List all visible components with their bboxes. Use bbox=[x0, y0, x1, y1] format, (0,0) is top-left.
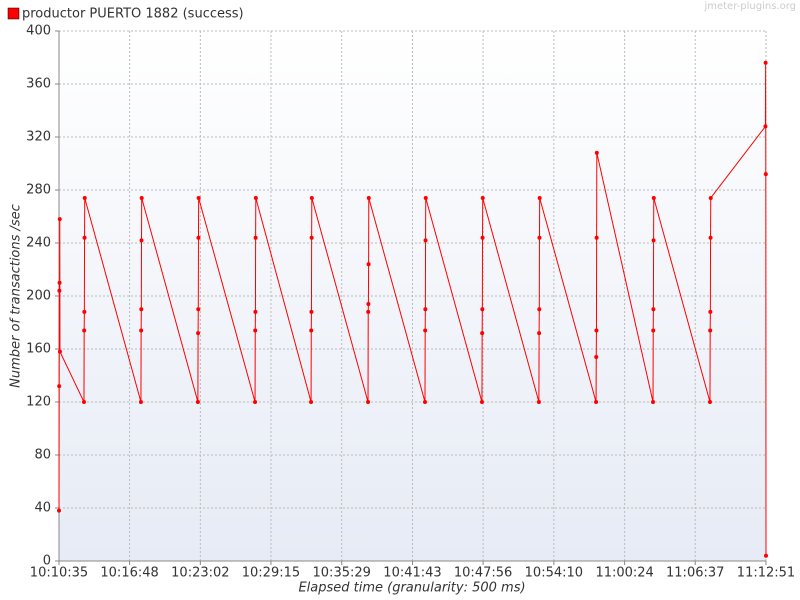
data-point bbox=[195, 400, 200, 404]
x-tick-label: 10:16:48 bbox=[100, 566, 158, 581]
data-point bbox=[309, 328, 314, 333]
data-point bbox=[537, 235, 542, 240]
y-tick-label: 40 bbox=[34, 501, 51, 516]
data-point bbox=[366, 301, 371, 306]
legend-swatch bbox=[7, 7, 20, 20]
x-tick-label: 10:10:35 bbox=[30, 566, 88, 581]
watermark: jmeter-plugins.org bbox=[703, 1, 796, 12]
y-tick-label: 160 bbox=[26, 342, 51, 357]
data-point bbox=[479, 400, 484, 404]
x-tick-label: 10:35:29 bbox=[313, 566, 371, 581]
data-point bbox=[139, 195, 144, 200]
y-tick-label: 240 bbox=[26, 236, 51, 251]
data-point bbox=[82, 195, 87, 200]
data-point bbox=[57, 508, 61, 513]
data-point bbox=[196, 235, 201, 240]
data-point bbox=[82, 328, 87, 333]
data-point bbox=[423, 307, 428, 312]
y-tick-label: 280 bbox=[26, 183, 51, 198]
data-point bbox=[138, 400, 143, 404]
data-point bbox=[57, 217, 62, 222]
x-tick-label: 11:00:24 bbox=[595, 566, 653, 581]
data-point bbox=[253, 309, 258, 314]
data-point bbox=[366, 400, 371, 404]
data-point bbox=[139, 307, 144, 312]
data-point bbox=[480, 331, 485, 336]
data-point bbox=[594, 150, 599, 155]
x-tick-label: 11:12:51 bbox=[737, 566, 795, 581]
data-point bbox=[196, 331, 201, 336]
x-axis-label: Elapsed time (granularity: 500 ms) bbox=[298, 581, 525, 596]
data-point bbox=[651, 307, 656, 312]
data-point bbox=[708, 195, 713, 200]
data-point bbox=[480, 235, 485, 240]
data-point bbox=[82, 309, 87, 314]
data-point bbox=[651, 328, 656, 333]
data-point bbox=[594, 328, 599, 333]
data-point bbox=[480, 307, 485, 312]
data-point bbox=[708, 235, 713, 240]
data-point bbox=[536, 400, 541, 404]
data-point bbox=[82, 235, 87, 240]
y-tick-label: 360 bbox=[26, 77, 51, 92]
y-tick-label: 120 bbox=[26, 395, 51, 410]
data-point bbox=[253, 195, 258, 200]
legend-label: productor PUERTO 1882 (success) bbox=[22, 7, 244, 22]
data-point bbox=[537, 331, 542, 336]
data-point bbox=[480, 195, 485, 200]
x-tick-label: 10:54:10 bbox=[525, 566, 583, 581]
data-point bbox=[594, 235, 599, 240]
data-point bbox=[309, 235, 314, 240]
data-point bbox=[422, 400, 427, 404]
data-point bbox=[253, 328, 258, 333]
data-point bbox=[651, 400, 656, 404]
data-point bbox=[423, 238, 428, 243]
data-point bbox=[309, 195, 314, 200]
data-point bbox=[423, 195, 428, 200]
data-point bbox=[366, 195, 371, 200]
data-point bbox=[763, 60, 768, 65]
data-point bbox=[708, 309, 713, 314]
data-point bbox=[253, 400, 258, 404]
x-tick-label: 11:06:37 bbox=[666, 566, 724, 581]
data-point bbox=[707, 400, 712, 404]
data-point bbox=[651, 195, 656, 200]
data-point bbox=[81, 400, 86, 404]
y-tick-label: 0 bbox=[43, 554, 51, 569]
y-tick-label: 200 bbox=[26, 289, 51, 304]
y-tick-label: 320 bbox=[26, 130, 51, 145]
x-tick-label: 10:23:02 bbox=[171, 566, 229, 581]
data-point bbox=[708, 328, 713, 333]
data-point bbox=[763, 124, 768, 129]
data-point bbox=[139, 328, 144, 333]
y-tick-label: 80 bbox=[34, 448, 51, 463]
data-point bbox=[537, 195, 542, 200]
x-tick-label: 10:29:15 bbox=[242, 566, 300, 581]
y-axis-label: Number of transactions /sec bbox=[9, 204, 24, 388]
data-point bbox=[196, 195, 201, 200]
data-point bbox=[651, 238, 656, 243]
series-line bbox=[58, 62, 767, 556]
data-point bbox=[366, 309, 371, 314]
data-point bbox=[366, 262, 371, 267]
data-point bbox=[763, 172, 768, 177]
data-point bbox=[764, 553, 768, 558]
data-point bbox=[253, 235, 258, 240]
data-point bbox=[57, 288, 62, 293]
data-point bbox=[309, 309, 314, 314]
x-tick-label: 10:41:43 bbox=[383, 566, 441, 581]
data-point bbox=[594, 354, 599, 359]
data-point bbox=[537, 307, 542, 312]
y-tick-label: 400 bbox=[26, 24, 51, 39]
data-point bbox=[57, 349, 62, 354]
data-point bbox=[196, 307, 201, 312]
x-tick-label: 10:47:56 bbox=[454, 566, 512, 581]
data-point bbox=[139, 238, 144, 243]
data-point bbox=[57, 384, 62, 389]
data-point bbox=[594, 400, 599, 404]
data-point bbox=[57, 280, 62, 285]
data-point bbox=[309, 400, 314, 404]
data-point bbox=[423, 328, 428, 333]
